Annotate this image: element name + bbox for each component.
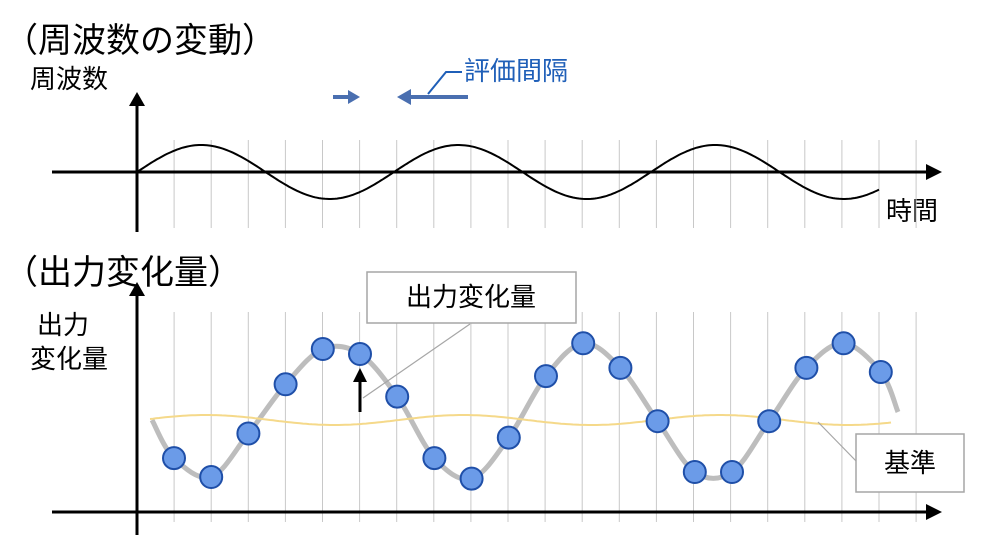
- sample-point: [868, 360, 893, 384]
- bottom-panel: （出力変化量） 出力 変化量 出力変化量 基準: [4, 253, 965, 535]
- sample-point: [162, 446, 186, 471]
- sample-point: [720, 460, 744, 484]
- interval-label: 評価間隔: [464, 57, 568, 87]
- sample-point: [199, 465, 224, 489]
- interval-arrow-left-head: [397, 89, 411, 105]
- arrow-right-left-icon: [333, 89, 468, 105]
- bottom-y-axis-label-line1: 出力: [37, 311, 89, 341]
- top-gridlines: [173, 140, 917, 228]
- top-panel-title: （周波数の変動）: [4, 21, 276, 61]
- interval-arrow-right-head: [348, 90, 360, 104]
- sample-point: [757, 409, 782, 434]
- sample-point: [496, 425, 521, 450]
- sample-point: [682, 460, 707, 484]
- sample-point: [571, 331, 596, 356]
- frequency-wave: [136, 144, 880, 200]
- sample-points: [162, 331, 893, 491]
- bottom-gridlines: [173, 312, 917, 522]
- interval-label-leader: [427, 71, 462, 95]
- output-change-arrowhead: [353, 368, 367, 382]
- output-change-callout: [366, 271, 577, 324]
- sample-point: [422, 446, 447, 471]
- bottom-panel-title: （出力変化量）: [4, 253, 242, 293]
- bottom-x-axis-arrowhead: [926, 504, 942, 520]
- top-x-axis-label: 時間: [886, 197, 938, 227]
- top-panel: （周波数の変動） 周波数 時間 評価間隔: [4, 21, 942, 232]
- sample-point: [831, 331, 856, 356]
- sample-point: [236, 421, 261, 446]
- reference-callout-leader: [817, 421, 859, 464]
- output-change-callout-label: 出力変化量: [406, 283, 536, 313]
- top-y-axis-label: 周波数: [30, 65, 108, 95]
- sample-point: [310, 337, 335, 361]
- bottom-y-axis-arrowhead: [129, 282, 145, 296]
- reference-callout-label: 基準: [884, 449, 936, 479]
- sample-point: [348, 342, 372, 366]
- sample-point: [385, 384, 410, 409]
- top-y-axis-arrowhead: [129, 92, 145, 106]
- sample-point: [459, 466, 484, 491]
- top-x-axis-arrowhead: [926, 164, 942, 180]
- sample-point: [273, 372, 298, 397]
- bottom-y-axis-label-line2: 変化量: [30, 345, 108, 375]
- sample-point: [645, 409, 670, 434]
- sample-point: [794, 355, 819, 380]
- reference-callout: [855, 433, 965, 493]
- output-change-callout-leader: [362, 323, 471, 399]
- sample-point: [534, 364, 558, 389]
- sample-point: [608, 355, 633, 380]
- output-curve: [149, 340, 901, 482]
